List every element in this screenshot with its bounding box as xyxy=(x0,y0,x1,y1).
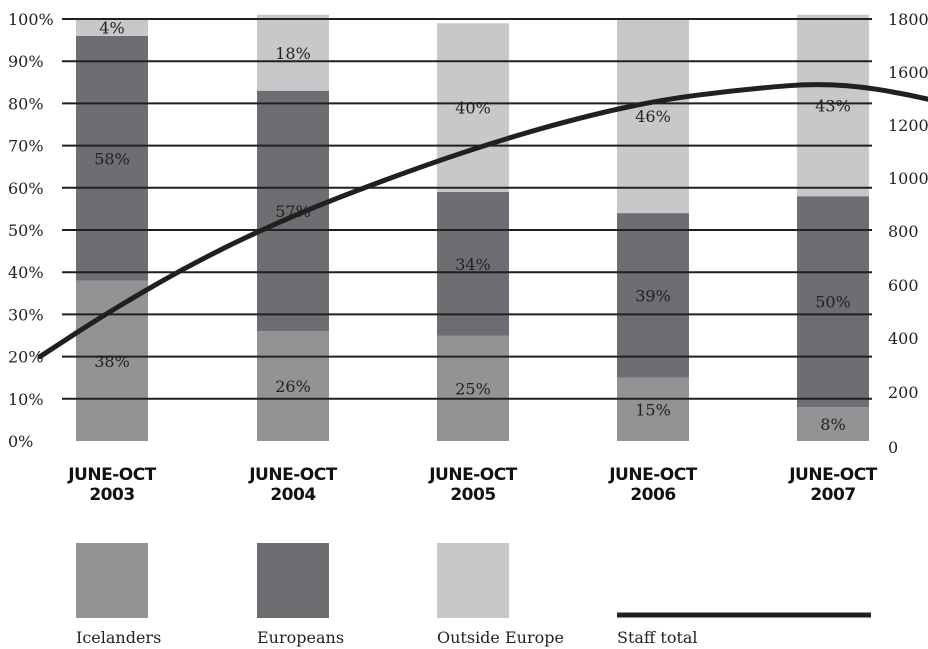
data-label: 58% xyxy=(94,149,130,168)
x-tick-label: 2005 xyxy=(450,485,495,505)
data-label: 8% xyxy=(820,415,845,434)
y-left-tick-label: 20% xyxy=(8,348,44,367)
legend-label: Icelanders xyxy=(76,628,161,647)
x-tick-label: JUNE-OCT xyxy=(788,465,877,485)
y-left-tick-label: 80% xyxy=(8,94,44,113)
data-label: 25% xyxy=(455,379,491,398)
bar-europeans xyxy=(257,90,329,332)
y-left-tick-label: 60% xyxy=(8,179,44,198)
bar-outside-europe xyxy=(437,23,509,193)
data-label: 38% xyxy=(94,352,130,371)
y-left-tick-label: 10% xyxy=(8,390,44,409)
y-right-tick-label: 1600 xyxy=(888,63,928,82)
bar-outside-europe xyxy=(617,19,689,214)
data-label: 34% xyxy=(455,255,491,274)
data-label: 50% xyxy=(815,293,851,312)
data-label: 4% xyxy=(99,18,124,37)
y-right-tick-label: 200 xyxy=(888,383,919,402)
y-left-tick-label: 90% xyxy=(8,52,44,71)
x-tick-label: JUNE-OCT xyxy=(67,465,156,485)
bar-europeans xyxy=(437,192,509,336)
y-left-tick-label: 30% xyxy=(8,305,44,324)
legend-label: Outside Europe xyxy=(437,628,564,647)
data-label: 18% xyxy=(275,44,311,63)
bar-icelanders xyxy=(617,377,689,441)
x-tick-label: 2003 xyxy=(89,485,134,505)
data-label: 46% xyxy=(635,107,671,126)
staff-total-line xyxy=(37,82,928,360)
legend-swatch-outside-europe xyxy=(437,543,509,618)
bar-europeans xyxy=(797,196,869,408)
x-tick-label: 2006 xyxy=(630,485,675,505)
bar-icelanders xyxy=(797,407,869,441)
x-tick-label: JUNE-OCT xyxy=(248,465,337,485)
y-left-tick-label: 70% xyxy=(8,137,44,156)
y-left-tick-label: 50% xyxy=(8,221,44,240)
bar-europeans xyxy=(76,35,148,281)
y-right-tick-label: 800 xyxy=(888,222,919,241)
legend-label: Staff total xyxy=(617,628,698,647)
data-label: 26% xyxy=(275,377,311,396)
x-tick-label: 2007 xyxy=(810,485,855,505)
bar-icelanders xyxy=(257,331,329,441)
bar-outside-europe xyxy=(76,19,148,36)
y-right-tick-label: 600 xyxy=(888,276,919,295)
y-left-tick-label: 0% xyxy=(8,432,33,451)
legend-label: Europeans xyxy=(257,628,344,647)
y-right-tick-label: 1200 xyxy=(888,116,928,135)
bar-outside-europe xyxy=(797,14,869,197)
bar-icelanders xyxy=(437,335,509,441)
data-label: 39% xyxy=(635,286,671,305)
x-tick-label: JUNE-OCT xyxy=(428,465,517,485)
bar-outside-europe xyxy=(257,14,329,91)
legend-swatch-icelanders xyxy=(76,543,148,618)
y-right-tick-label: 400 xyxy=(888,329,919,348)
data-label: 57% xyxy=(275,202,311,221)
legend-swatch-europeans xyxy=(257,543,329,618)
bar-europeans xyxy=(617,213,689,378)
y-right-tick-label: 0 xyxy=(888,438,898,457)
data-label: 15% xyxy=(635,400,671,419)
y-right-tick-label: 1000 xyxy=(888,169,928,188)
y-right-tick-label: 1800 xyxy=(888,10,928,29)
x-tick-label: JUNE-OCT xyxy=(608,465,697,485)
bar-icelanders xyxy=(76,280,148,441)
y-left-tick-label: 100% xyxy=(8,10,54,29)
x-tick-label: 2004 xyxy=(270,485,316,505)
data-label: 40% xyxy=(455,99,491,118)
y-left-tick-label: 40% xyxy=(8,263,44,282)
data-label: 43% xyxy=(815,97,851,116)
